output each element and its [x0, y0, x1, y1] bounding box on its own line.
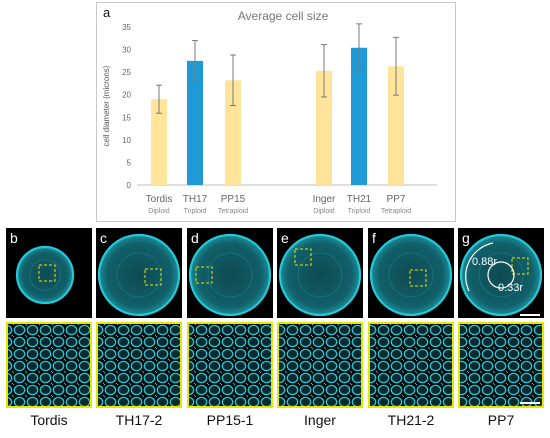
- outer-radius-arc: [465, 242, 494, 292]
- y-tick-label: 0: [127, 181, 132, 190]
- inset-marker: [195, 266, 213, 284]
- zoom-border: [277, 322, 363, 408]
- x-tick-label: PP7: [387, 194, 406, 205]
- y-tick-label: 5: [127, 158, 132, 167]
- ploidy-label: Diploid: [148, 208, 170, 215]
- inset-marker: [511, 257, 529, 275]
- zoomed-cells: [6, 322, 92, 408]
- ovule-disc: [97, 233, 181, 317]
- bar-th21: [351, 47, 367, 185]
- inner-radius-circle: [487, 261, 515, 289]
- bar-th17: [187, 60, 203, 185]
- micrograph-panel-e: e: [277, 228, 363, 408]
- panel-letter-b: b: [10, 230, 18, 246]
- panel-letter-a: a: [103, 5, 111, 20]
- x-tick-label: TH21: [347, 194, 372, 205]
- micrograph-panel-d: d: [187, 228, 273, 408]
- y-axis-label: cell diameter (microns): [102, 65, 111, 146]
- panel-letter-d: d: [191, 230, 199, 246]
- scale-bar: [520, 402, 540, 404]
- ploidy-label: Tetraploid: [381, 208, 411, 215]
- zoomed-cells: [96, 322, 182, 408]
- x-tick-label: Tordis: [146, 194, 173, 205]
- micrograph-panels: b c d e f g0.88r 0.33r: [6, 228, 544, 408]
- inset-marker: [294, 248, 312, 266]
- inset-marker: [38, 264, 56, 282]
- chart-title: Average cell size: [238, 9, 329, 23]
- y-tick-label: 25: [122, 68, 131, 77]
- zoomed-cells: [458, 322, 544, 408]
- zoomed-cells: [187, 322, 273, 408]
- sample-label-5: PP7: [487, 412, 515, 428]
- inner-ratio-label: 0.33r: [498, 282, 523, 294]
- y-tick-label: 35: [122, 23, 131, 32]
- sample-label-3: Inger: [304, 412, 336, 428]
- bar-inger: [316, 70, 332, 185]
- scale-bar: [520, 314, 540, 316]
- panel-letter-e: e: [281, 230, 289, 246]
- x-tick-label: TH17: [183, 194, 208, 205]
- ovule-disc: [369, 233, 453, 317]
- ploidy-label: Tetraploid: [218, 208, 248, 215]
- micrograph-panel-b: b: [6, 228, 92, 408]
- zoomed-cells: [368, 322, 454, 408]
- sample-label-2: PP15-1: [206, 412, 254, 428]
- inset-marker: [144, 268, 162, 286]
- y-tick-label: 15: [122, 113, 131, 122]
- bar-pp7: [388, 66, 404, 185]
- y-tick-label: 10: [122, 136, 131, 145]
- micrograph-panel-f: f: [368, 228, 454, 408]
- ovule-disc: [15, 245, 75, 305]
- inset-marker: [409, 269, 427, 287]
- zoom-border: [458, 322, 544, 408]
- panel-letter-c: c: [100, 230, 107, 246]
- micrograph-panel-c: c: [96, 228, 182, 408]
- x-tick-label: Inger: [313, 194, 336, 205]
- ploidy-label: Triploid: [348, 208, 371, 215]
- bar-pp15: [225, 80, 241, 185]
- outer-ratio-label: 0.88r: [472, 256, 497, 268]
- y-tick-label: 20: [122, 91, 131, 100]
- x-tick-label: PP15: [221, 194, 246, 205]
- zoom-border: [96, 322, 182, 408]
- bar-chart: a Average cell size cell diameter (microns…: [102, 5, 437, 215]
- sample-label-0: Tordis: [30, 412, 68, 428]
- panel-letter-g: g: [462, 230, 470, 246]
- ovule-disc: [459, 233, 543, 317]
- ploidy-label: Triploid: [184, 208, 207, 215]
- zoomed-cells: [277, 322, 363, 408]
- sample-label-1: TH17-2: [115, 412, 163, 428]
- sample-label-4: TH21-2: [387, 412, 435, 428]
- ovule-disc: [278, 233, 362, 317]
- micrograph-panel-g: g0.88r 0.33r: [458, 228, 544, 408]
- bar-tordis: [151, 99, 167, 185]
- zoom-border: [368, 322, 454, 408]
- zoom-border: [187, 322, 273, 408]
- y-tick-label: 30: [122, 46, 131, 55]
- ploidy-label: Diploid: [313, 208, 335, 215]
- panel-letter-f: f: [372, 230, 376, 246]
- zoom-border: [6, 322, 92, 408]
- chart-frame: a Average cell size cell diameter (microns…: [96, 2, 456, 222]
- ovule-disc: [188, 233, 272, 317]
